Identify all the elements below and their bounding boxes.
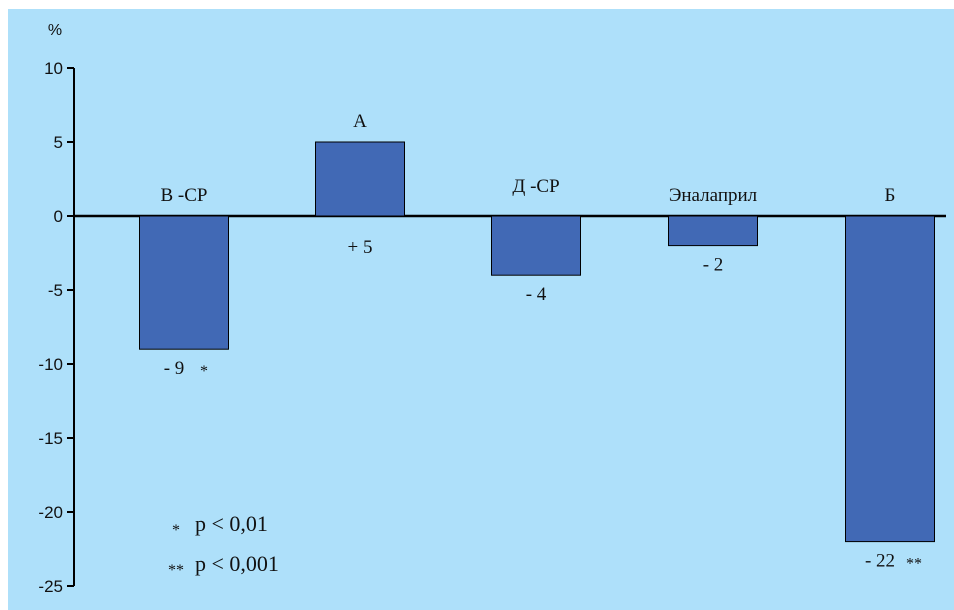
chart-panel: % 10 5 0 -5 -10 -15 -20 -25 В -СР - 9 * А + 5 Д -СР - … <box>8 9 954 610</box>
data-label: - 9 <box>164 358 185 379</box>
bar <box>139 215 229 350</box>
y-tick-label: 0 <box>54 207 63 226</box>
bar <box>845 215 935 543</box>
bars <box>139 141 935 543</box>
y-tick-label: -25 <box>38 577 63 596</box>
category-label: Б <box>885 185 896 206</box>
y-tick-label: -20 <box>38 503 63 522</box>
significance-mark: ** <box>906 556 922 573</box>
y-tick-label: -10 <box>38 355 63 374</box>
legend-mark: ** <box>168 562 184 579</box>
legend-mark: * <box>172 522 180 539</box>
bar <box>668 215 758 247</box>
data-label: - 22 <box>865 551 895 572</box>
category-label: В -СР <box>161 185 208 206</box>
y-tick-label: 10 <box>44 59 63 78</box>
significance-legend: * p < 0,01 ** p < 0,001 <box>168 511 279 579</box>
y-axis-unit-label: % <box>48 22 62 39</box>
bar <box>315 141 405 217</box>
bar-chart: % 10 5 0 -5 -10 -15 -20 -25 В -СР - 9 * А + 5 Д -СР - … <box>38 22 946 596</box>
labels: В -СР - 9 * А + 5 Д -СР - 4 Эналаприл - 2 Б - 22 ** <box>161 111 923 573</box>
y-tick-label: 5 <box>54 133 63 152</box>
data-label: - 4 <box>526 284 547 305</box>
category-label: А <box>353 111 367 132</box>
significance-mark: * <box>200 363 208 380</box>
category-label: Эналаприл <box>669 185 758 206</box>
y-tick-label: -15 <box>38 429 63 448</box>
bar <box>491 215 581 276</box>
category-label: Д -СР <box>512 176 559 197</box>
data-label: + 5 <box>348 237 373 258</box>
legend-text: p < 0,001 <box>195 551 279 576</box>
y-tick-label: -5 <box>48 281 63 300</box>
legend-text: p < 0,01 <box>195 511 268 536</box>
data-label: - 2 <box>703 255 724 276</box>
